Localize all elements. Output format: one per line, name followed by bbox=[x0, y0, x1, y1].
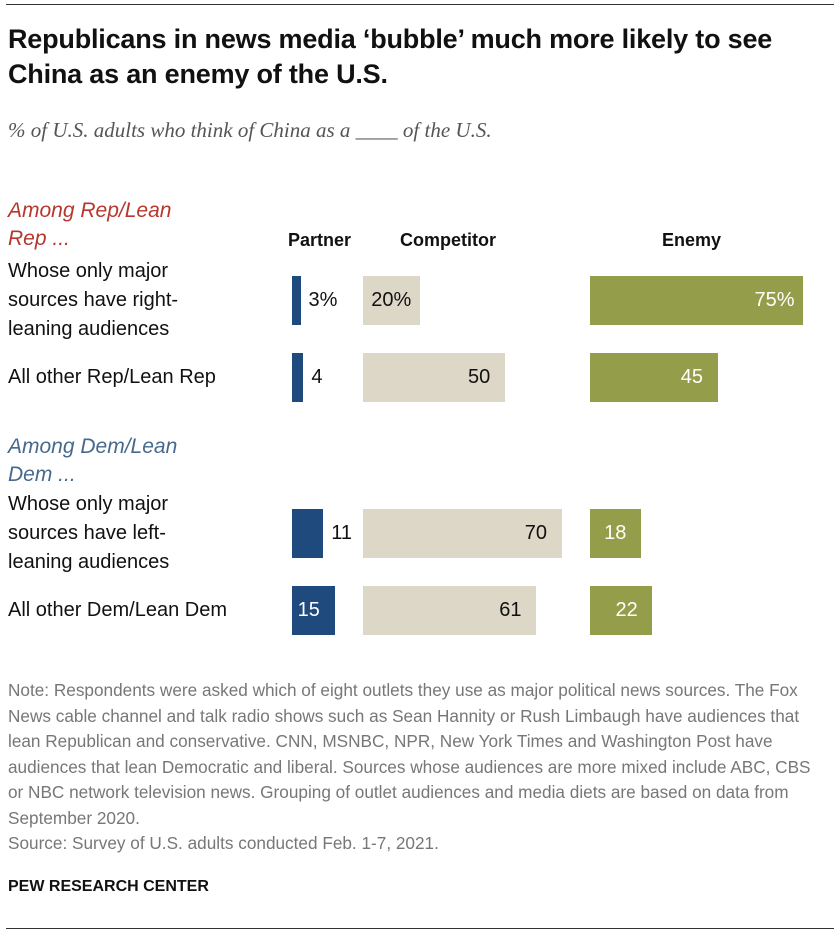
group-label-rep: Among Rep/Lean Rep ... bbox=[8, 199, 172, 250]
bar-partner bbox=[292, 276, 301, 325]
bar-competitor bbox=[363, 509, 562, 558]
column-header-enemy: Enemy bbox=[662, 230, 722, 250]
row-label: Whose only major sources have right-lean… bbox=[8, 259, 179, 340]
top-rule bbox=[6, 4, 834, 5]
value-label: 18 bbox=[604, 522, 627, 544]
row-label: All other Rep/Lean Rep bbox=[8, 365, 216, 388]
value-label: 20% bbox=[371, 289, 412, 311]
bar-enemy bbox=[590, 509, 642, 558]
group-label-dem: Among Dem/Lean Dem ... bbox=[8, 435, 178, 486]
value-label: 50 bbox=[468, 366, 491, 388]
bar-enemy bbox=[590, 586, 653, 635]
chart-title: Republicans in news media ‘bubble’ much … bbox=[8, 24, 773, 89]
chart-note: Note: Respondents were asked which of ei… bbox=[8, 678, 828, 857]
value-label: 70 bbox=[524, 522, 548, 544]
bottom-rule bbox=[6, 928, 834, 929]
source-text: Source: Survey of U.S. adults conducted … bbox=[8, 833, 439, 853]
row-label: All other Dem/Lean Dem bbox=[8, 598, 227, 621]
column-header-partner: Partner bbox=[288, 230, 352, 250]
value-label: 45 bbox=[680, 366, 704, 388]
bar-enemy bbox=[590, 276, 803, 325]
value-label: 61 bbox=[499, 599, 522, 621]
bar-enemy bbox=[590, 353, 718, 402]
value-label: 22 bbox=[615, 599, 638, 621]
bar-partner bbox=[292, 586, 335, 635]
value-label: 11 bbox=[331, 522, 352, 544]
row-label: Whose only major sources have left-leani… bbox=[8, 492, 170, 573]
note-text: Note: Respondents were asked which of ei… bbox=[8, 680, 811, 828]
bar-partner bbox=[292, 509, 324, 558]
bar-competitor bbox=[363, 276, 420, 325]
value-label: 4 bbox=[311, 366, 323, 388]
column-header-competitor: Competitor bbox=[400, 230, 496, 250]
value-label: 75% bbox=[754, 289, 795, 311]
value-label: 15 bbox=[297, 599, 320, 621]
value-label: 3% bbox=[308, 289, 338, 311]
bar-competitor bbox=[363, 353, 505, 402]
brand-logo-text: PEW RESEARCH CENTER bbox=[8, 878, 209, 895]
chart-subtitle: % of U.S. adults who think of China as a… bbox=[8, 118, 492, 142]
bar-competitor bbox=[363, 586, 537, 635]
bar-partner bbox=[292, 353, 304, 402]
